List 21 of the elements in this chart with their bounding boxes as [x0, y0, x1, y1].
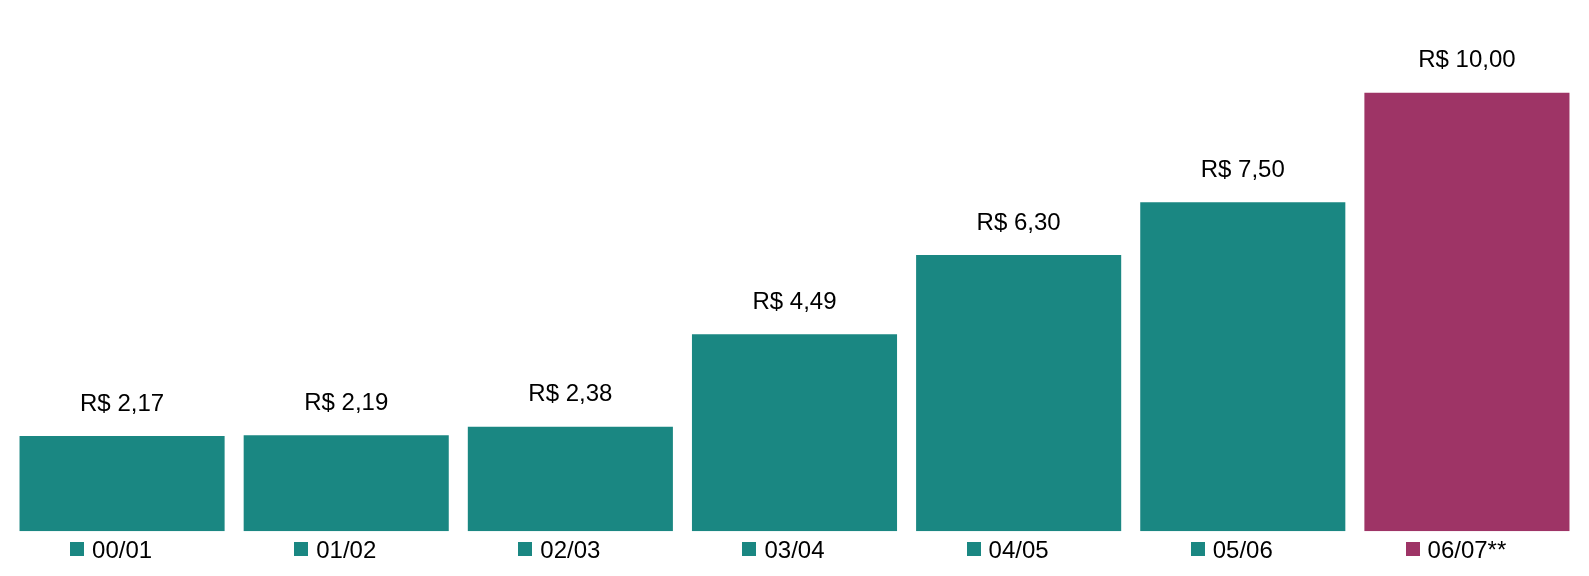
data-label: R$ 2,38 [528, 379, 613, 407]
data-label: R$ 4,49 [752, 286, 837, 314]
x-tick-label: 05/06 [1212, 536, 1273, 564]
bar [19, 436, 225, 532]
x-tick-label: 06/07** [1427, 536, 1507, 564]
data-label: R$ 2,17 [80, 388, 165, 416]
x-tick-label: 02/03 [540, 536, 601, 564]
bar [1140, 202, 1346, 532]
data-label: R$ 7,50 [1200, 154, 1285, 182]
data-label: R$ 10,00 [1418, 45, 1516, 73]
bar [691, 334, 898, 532]
bar [1364, 92, 1570, 532]
x-tick-label: 03/04 [764, 536, 825, 564]
bar [916, 254, 1122, 532]
bar [467, 426, 673, 532]
data-label: R$ 2,19 [304, 387, 389, 415]
data-label: R$ 6,30 [976, 207, 1061, 235]
bar [243, 435, 449, 532]
x-tick-label: 04/05 [988, 536, 1049, 564]
x-tick-label: 00/01 [92, 536, 153, 564]
x-tick-label: 01/02 [316, 536, 377, 564]
